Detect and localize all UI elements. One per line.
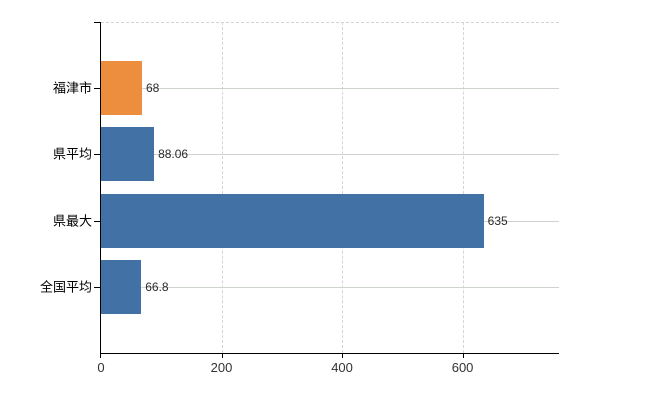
x-axis-tick-label: 600 [451,360,474,375]
category-label: 福津市 [52,80,92,96]
horizontal-gridline [101,286,559,288]
x-axis-tick-label: 400 [331,360,353,375]
bar-value-label: 88.06 [158,147,189,162]
bar-value-label: 68 [145,81,160,96]
category-label: 県平均 [52,146,92,162]
horizontal-gridline [101,88,559,90]
x-axis-line [100,353,559,354]
plot-top-border [101,22,559,23]
x-axis-tick [462,354,464,358]
y-axis-tick [94,154,100,156]
y-axis-tick [94,220,100,222]
bar-value-label: 66.8 [145,279,169,294]
vertical-gridline [462,22,464,353]
horizontal-gridline [101,154,559,156]
bar-3 [101,259,142,314]
bar-2 [101,193,484,248]
x-axis-tick-label: 200 [210,360,233,375]
vertical-gridline [221,22,223,353]
bar-0 [101,61,142,116]
x-axis-tick [221,354,223,358]
bar-value-label: 635 [487,213,508,228]
category-label: 全国平均 [39,279,92,295]
x-axis-tick-label: 0 [97,360,105,375]
vertical-gridline [342,22,344,353]
category-label: 県最大 [52,213,92,229]
y-axis-end-tick [94,22,100,23]
y-axis-tick [94,286,100,288]
y-axis-tick [94,88,100,90]
y-axis-line [100,22,101,358]
bar-1 [101,127,155,182]
x-axis-tick [342,354,344,358]
